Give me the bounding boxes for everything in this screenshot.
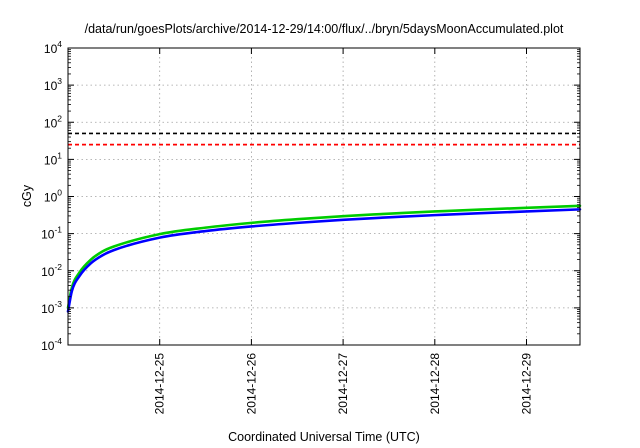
y-tick-base: 10 — [44, 191, 58, 205]
chart-title: /data/run/goesPlots/archive/2014-12-29/1… — [85, 22, 564, 36]
series-line — [66, 208, 582, 313]
y-tick-label: 100 — [44, 188, 62, 205]
y-tick-exponent: -1 — [54, 225, 62, 235]
y-tick-label: 10-4 — [41, 336, 62, 353]
y-tick-label: 102 — [44, 113, 62, 130]
y-tick-exponent: -3 — [54, 299, 62, 309]
y-tick-exponent: 4 — [57, 39, 62, 49]
y-tick-exponent: -4 — [54, 336, 62, 346]
y-tick-exponent: 1 — [57, 150, 62, 160]
y-tick-label: 10-3 — [41, 299, 62, 316]
y-tick-base: 10 — [44, 42, 58, 56]
x-axis-ticks: 2014-12-25 2014-12-26 2014-12-27 2014-12-28… — [153, 48, 534, 414]
y-tick-label: 10-2 — [41, 262, 62, 279]
x-tick-label: 2014-12-27 — [336, 353, 350, 415]
series-line — [66, 204, 582, 310]
y-tick-base: 10 — [41, 265, 55, 279]
y-tick-label: 103 — [44, 76, 62, 93]
x-tick-label: 2014-12-25 — [153, 353, 167, 415]
x-axis-label: Coordinated Universal Time (UTC) — [228, 430, 420, 444]
y-tick-label: 10-1 — [41, 225, 62, 242]
x-tick-label: 2014-12-29 — [520, 353, 534, 415]
x-tick-label: 2014-12-26 — [244, 353, 258, 415]
y-tick-exponent: 3 — [57, 76, 62, 86]
y-tick-label: 101 — [44, 150, 62, 167]
grid — [68, 48, 580, 345]
reference-lines — [68, 132, 580, 146]
y-tick-exponent: -2 — [54, 262, 62, 272]
y-tick-exponent: 2 — [57, 113, 62, 123]
y-tick-base: 10 — [44, 153, 58, 167]
y-tick-base: 10 — [41, 228, 55, 242]
x-tick-label: 2014-12-28 — [428, 353, 442, 415]
y-tick-base: 10 — [44, 116, 58, 130]
y-tick-base: 10 — [41, 302, 55, 316]
y-tick-base: 10 — [44, 79, 58, 93]
y-tick-base: 10 — [41, 339, 55, 353]
y-tick-exponent: 0 — [57, 188, 62, 198]
y-tick-label: 104 — [44, 39, 62, 56]
y-axis-label: cGy — [20, 184, 34, 207]
series-group — [66, 204, 582, 313]
